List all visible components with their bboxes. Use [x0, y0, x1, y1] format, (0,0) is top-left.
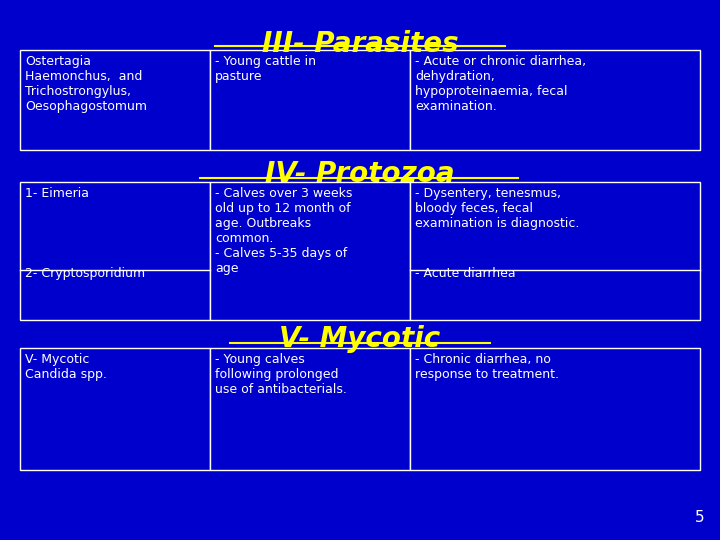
FancyBboxPatch shape [20, 348, 210, 470]
FancyBboxPatch shape [20, 50, 210, 150]
Text: - Dysentery, tenesmus,
bloody feces, fecal
examination is diagnostic.: - Dysentery, tenesmus, bloody feces, fec… [415, 187, 580, 230]
FancyBboxPatch shape [210, 182, 410, 320]
Text: - Young cattle in
pasture: - Young cattle in pasture [215, 55, 316, 83]
Text: V- Mycotic
Candida spp.: V- Mycotic Candida spp. [25, 353, 107, 381]
FancyBboxPatch shape [20, 182, 210, 320]
FancyBboxPatch shape [410, 50, 700, 150]
Text: IV- Protozoa: IV- Protozoa [265, 160, 455, 188]
Text: 2- Cryptosporidium: 2- Cryptosporidium [25, 267, 145, 280]
Text: Ostertagia
Haemonchus,  and
Trichostrongylus,
Oesophagostomum: Ostertagia Haemonchus, and Trichostrongy… [25, 55, 147, 113]
FancyBboxPatch shape [410, 182, 700, 320]
Text: - Young calves
following prolonged
use of antibacterials.: - Young calves following prolonged use o… [215, 353, 347, 396]
Text: V- Mycotic: V- Mycotic [279, 325, 441, 353]
Text: - Acute or chronic diarrhea,
dehydration,
hypoproteinaemia, fecal
examination.: - Acute or chronic diarrhea, dehydration… [415, 55, 586, 113]
Text: 5: 5 [696, 510, 705, 525]
Text: - Acute diarrhea: - Acute diarrhea [415, 267, 516, 280]
Text: - Calves over 3 weeks
old up to 12 month of
age. Outbreaks
common.
- Calves 5-35: - Calves over 3 weeks old up to 12 month… [215, 187, 352, 275]
FancyBboxPatch shape [210, 348, 410, 470]
Text: III- Parasites: III- Parasites [261, 30, 459, 58]
FancyBboxPatch shape [210, 50, 410, 150]
Text: 1- Eimeria: 1- Eimeria [25, 187, 89, 200]
Text: - Chronic diarrhea, no
response to treatment.: - Chronic diarrhea, no response to treat… [415, 353, 559, 381]
FancyBboxPatch shape [410, 348, 700, 470]
